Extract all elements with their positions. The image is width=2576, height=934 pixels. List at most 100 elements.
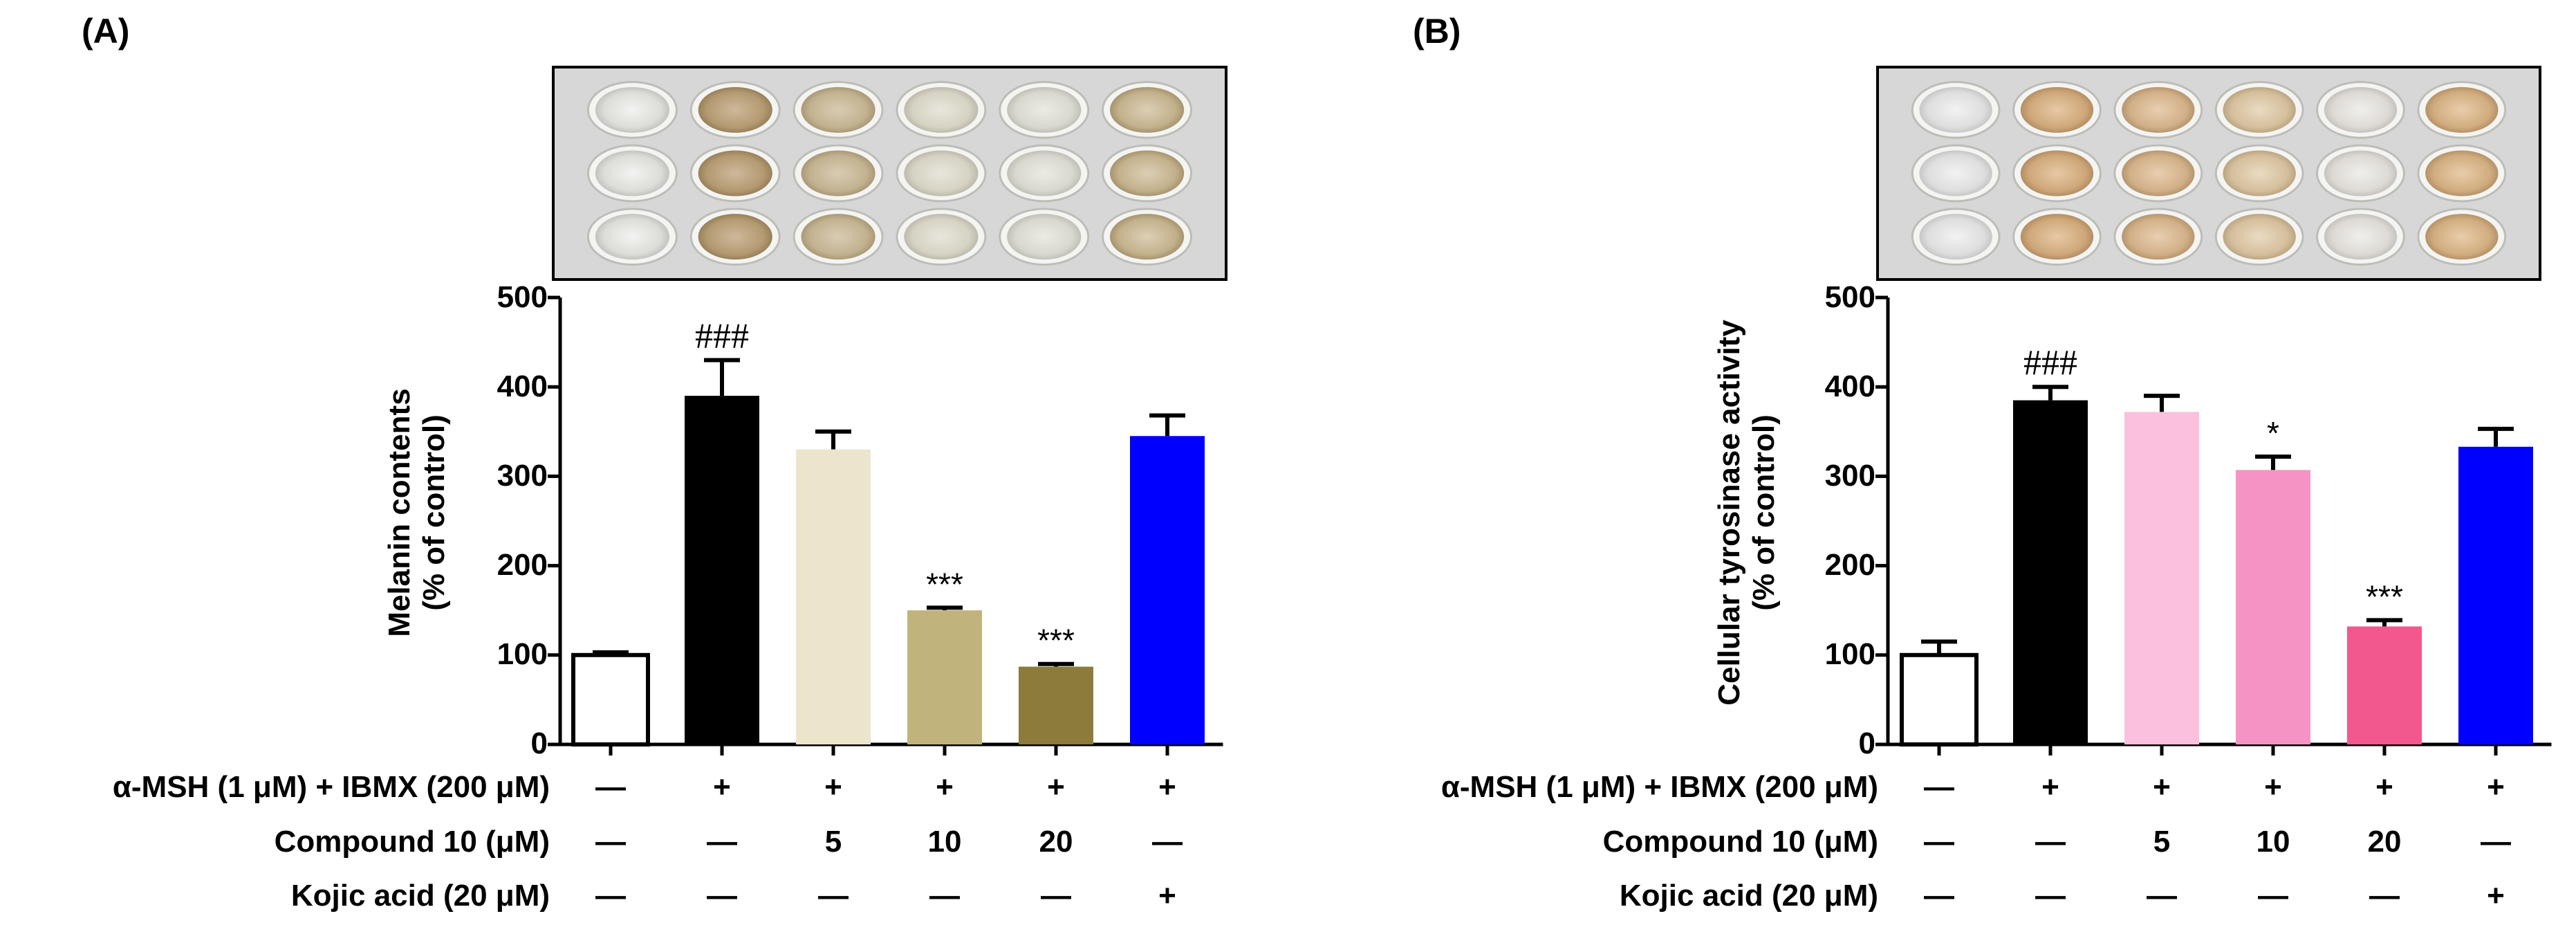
y-tick-label: 400	[1825, 369, 1875, 403]
plate-well	[1007, 86, 1082, 133]
condition-value: —	[595, 825, 626, 859]
significance-mark: ***	[2366, 578, 2403, 614]
y-tick-label: 100	[1825, 637, 1875, 671]
plate-photo-a	[552, 66, 1227, 281]
condition-label: Compound 10 (μM)	[1603, 825, 1878, 859]
plate-photo-b	[1876, 66, 2541, 281]
condition-value: 20	[1039, 825, 1073, 859]
bar	[1130, 436, 1205, 744]
condition-table-b: α-MSH (1 μM) + IBMX (200 μM) Compound 10…	[1441, 770, 2511, 913]
plate-well	[1919, 214, 1992, 260]
condition-label: Compound 10 (μM)	[275, 825, 550, 859]
y-axis-title-b-line1: Cellular tyrosinase activity	[1712, 320, 1746, 706]
plate-well	[904, 214, 979, 260]
condition-label: Kojic acid (20 μM)	[291, 879, 550, 913]
plate-well	[2425, 86, 2499, 133]
condition-value: —	[1152, 825, 1183, 859]
plate-well	[595, 86, 669, 133]
condition-value: 5	[2153, 825, 2170, 859]
condition-value: 5	[825, 825, 842, 859]
condition-label: α-MSH (1 μM) + IBMX (200 μM)	[113, 770, 550, 804]
condition-value: —	[707, 825, 737, 859]
y-axis-title-b-line2: (% of control)	[1747, 414, 1781, 611]
condition-value: +	[2041, 770, 2059, 804]
plate-well	[1007, 214, 1082, 260]
condition-value: —	[2481, 825, 2511, 859]
bars-b: ###****	[1900, 343, 2533, 747]
plate-well	[904, 150, 979, 196]
condition-value: +	[2487, 770, 2505, 804]
y-axis-title-a-line1: Melanin contents	[382, 388, 416, 637]
y-tick-label: 0	[531, 726, 548, 760]
y-tick-label: 500	[1825, 280, 1875, 314]
condition-label: α-MSH (1 μM) + IBMX (200 μM)	[1441, 770, 1878, 804]
y-tick-label: 300	[1825, 459, 1875, 493]
bar	[2124, 412, 2199, 744]
y-axis-title-a: Melanin contents (% of control)	[382, 388, 451, 637]
plate-well	[1919, 86, 1992, 133]
plate-well	[2324, 150, 2398, 196]
significance-mark: ###	[2023, 343, 2077, 383]
plate-well	[904, 86, 979, 133]
plate-well	[1110, 214, 1185, 260]
condition-value: —	[1924, 825, 1954, 859]
condition-value: —	[707, 879, 737, 913]
plate-well	[698, 86, 772, 133]
plate-well	[2324, 214, 2398, 260]
bar	[2013, 400, 2088, 744]
significance-mark: ###	[695, 316, 749, 356]
y-tick-label: 400	[497, 369, 548, 403]
panel-label-b: (B)	[1413, 12, 1461, 51]
bars-a: ### *** ***	[571, 316, 1205, 747]
plate-well	[1110, 86, 1185, 133]
condition-value: +	[1158, 879, 1176, 913]
condition-value: +	[2375, 770, 2393, 804]
plate-well	[801, 150, 875, 196]
y-axis-title-a-line2: (% of control)	[417, 414, 451, 611]
condition-value: —	[595, 770, 626, 804]
plate-well	[2122, 86, 2195, 133]
plate-well	[2122, 214, 2195, 260]
plate-well	[2425, 150, 2499, 196]
y-ticks-a: 0 100 200 300 400 500	[497, 280, 548, 760]
axes-a	[548, 295, 1223, 756]
condition-value: +	[2264, 770, 2282, 804]
plate-well	[2223, 86, 2296, 133]
bar	[1900, 652, 1979, 747]
y-tick-label: 500	[497, 280, 548, 314]
plate-well	[1007, 150, 1082, 196]
condition-value: —	[2258, 879, 2288, 913]
condition-value: —	[595, 879, 626, 913]
condition-value: 10	[928, 825, 962, 859]
significance-mark: ***	[1037, 623, 1075, 659]
y-tick-label: 100	[497, 637, 548, 671]
plate-well	[2223, 150, 2296, 196]
plate-well	[595, 150, 669, 196]
plate-well	[2324, 86, 2398, 133]
y-ticks-b: 0 100 200 300 400 500	[1825, 280, 1875, 760]
plate-well	[801, 214, 875, 260]
axes-b	[1875, 295, 2552, 756]
bar	[907, 610, 982, 744]
condition-value: —	[2369, 879, 2400, 913]
condition-value: —	[2147, 879, 2177, 913]
condition-value: +	[2487, 879, 2505, 913]
plate-well	[2020, 214, 2094, 260]
bar	[685, 396, 759, 744]
y-tick-label: 200	[497, 548, 548, 582]
bar	[2458, 446, 2533, 744]
condition-value: +	[936, 770, 954, 804]
condition-label: Kojic acid (20 μM)	[1620, 879, 1878, 913]
condition-table-a: α-MSH (1 μM) + IBMX (200 μM) Compound 10…	[113, 770, 1183, 913]
plate-well	[1110, 150, 1185, 196]
condition-value: —	[1924, 770, 1954, 804]
panel-label-a: (A)	[82, 12, 129, 51]
condition-value: +	[713, 770, 731, 804]
plate-well	[1919, 150, 1992, 196]
y-tick-label: 300	[497, 459, 548, 493]
condition-value: 20	[2368, 825, 2402, 859]
plate-well	[2425, 214, 2499, 260]
condition-value: —	[929, 879, 960, 913]
plate-well	[801, 86, 875, 133]
